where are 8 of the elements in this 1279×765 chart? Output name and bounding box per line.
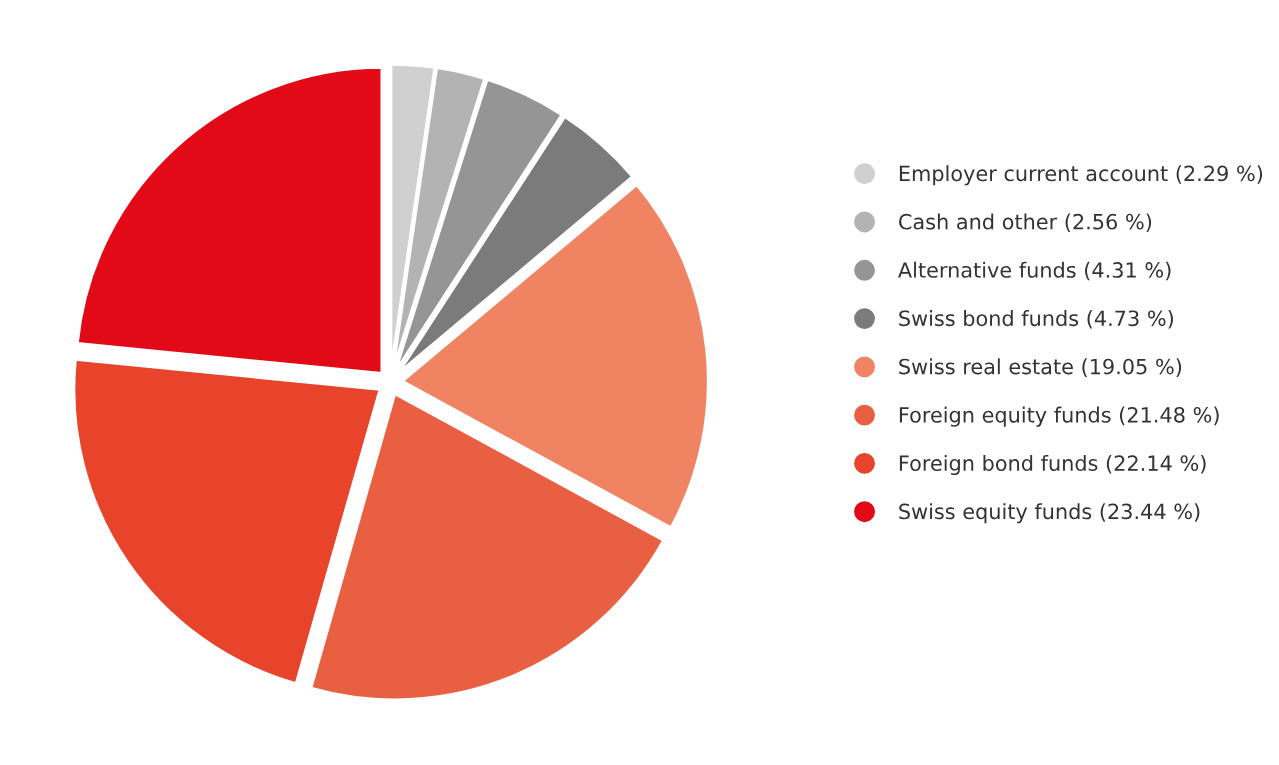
legend-label: Alternative funds (4.31 %): [898, 261, 1171, 281]
legend-label: Swiss real estate (19.05 %): [899, 358, 1182, 377]
legend-label: Foreign equity funds (21.48 %): [899, 406, 1219, 427]
legend-label: Cash and other (2.56 %): [899, 213, 1152, 233]
legend-label: Swiss equity funds (23.44 %): [899, 503, 1200, 524]
legend-label: Employer current account (2.29 %): [899, 165, 1263, 186]
legend-label: Foreign bond funds (22.14 %): [899, 454, 1206, 476]
legend-label: Swiss bond funds (4.73 %): [899, 310, 1173, 329]
